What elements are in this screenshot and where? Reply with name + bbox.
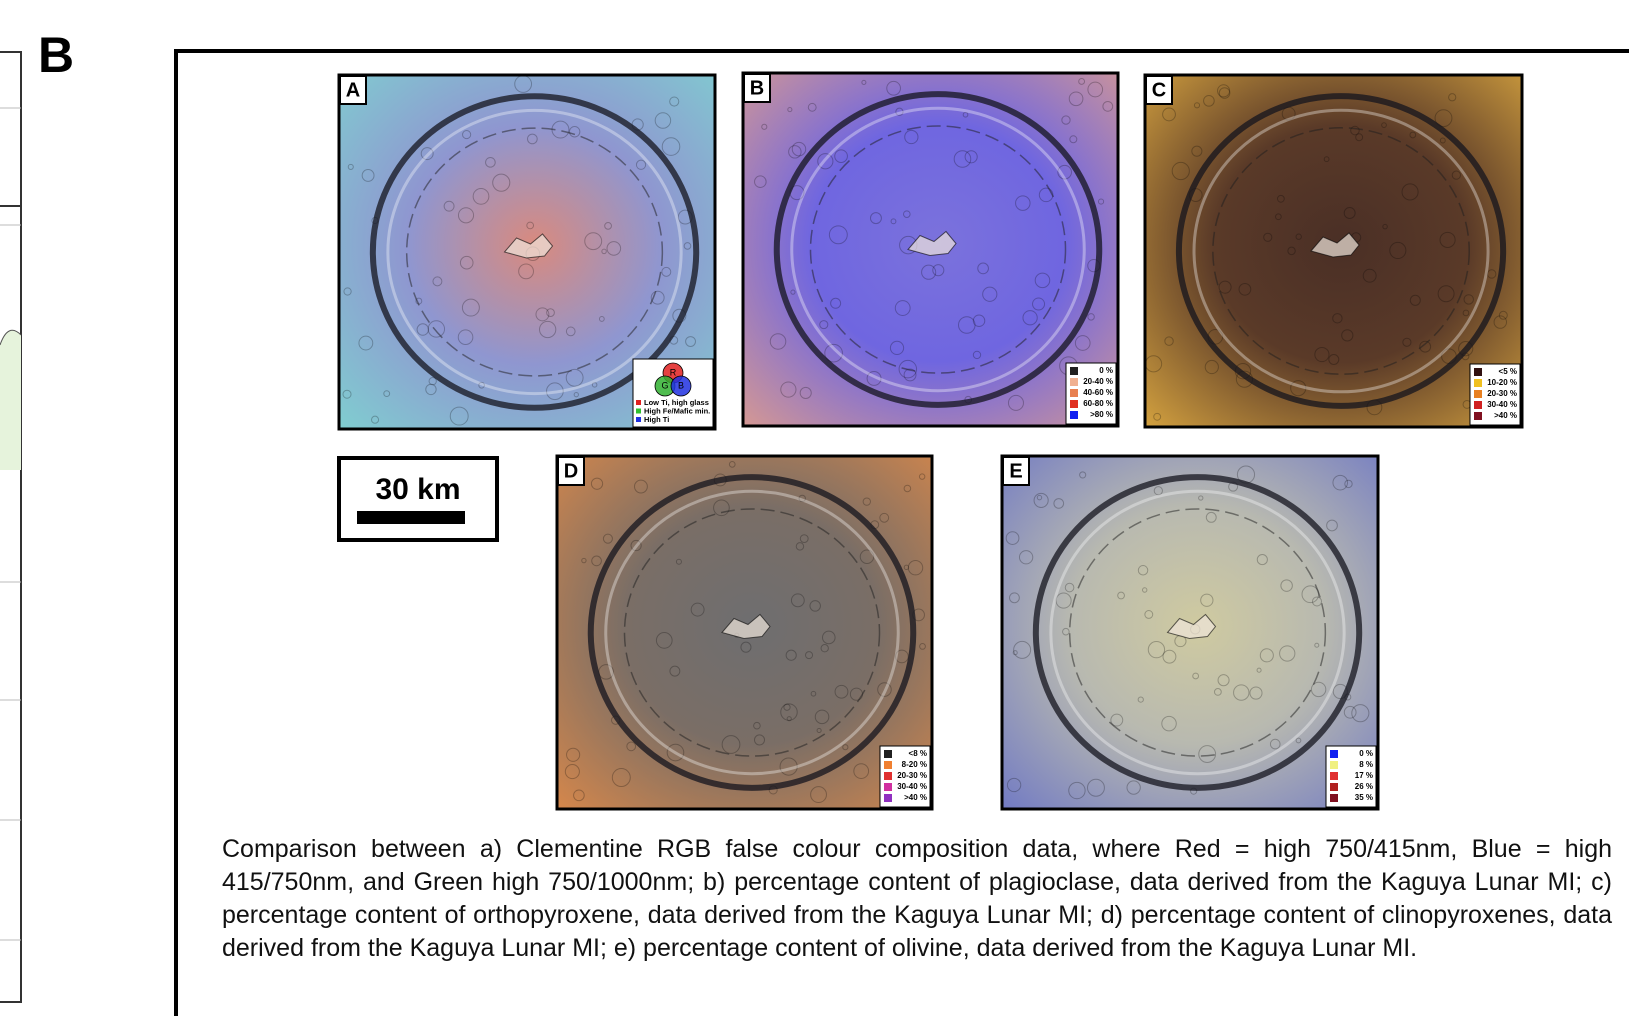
legend-label: >40 %	[1494, 411, 1517, 420]
legend-swatch	[884, 794, 892, 802]
legend-label: 30-40 %	[1487, 400, 1517, 409]
map-panel: B 0 % 20-40 % 40-60 % 60-80 % >80 %	[743, 73, 1118, 426]
legend-swatch	[1330, 783, 1338, 791]
legend-swatch	[1070, 378, 1078, 386]
page: B 30 km ARGBLow Ti, high glassHigh Fe/Ma…	[0, 0, 1629, 1016]
legend-label: 26 %	[1355, 782, 1373, 791]
legend-swatch	[1330, 772, 1338, 780]
legend-swatch	[1330, 794, 1338, 802]
legend-swatch	[884, 783, 892, 791]
legend-label: <5 %	[1499, 367, 1517, 376]
map-label: E	[1009, 460, 1022, 482]
legend-label: 20-30 %	[1487, 389, 1517, 398]
legend-swatch	[1474, 401, 1482, 409]
legend-swatch	[1330, 750, 1338, 758]
legend-label: >40 %	[904, 793, 927, 802]
legend-label: 0 %	[1359, 749, 1373, 758]
legend-swatch	[1474, 368, 1482, 376]
legend-swatch	[884, 761, 892, 769]
map-panel: C <5 % 10-20 % 20-30 % 30-40 % >40 %	[1145, 75, 1522, 427]
legend-label: <8 %	[909, 749, 927, 758]
legend-label: 17 %	[1355, 771, 1373, 780]
legend-label: 20-40 %	[1083, 377, 1113, 386]
legend-label: High Ti	[644, 415, 669, 424]
map-panel: ARGBLow Ti, high glassHigh Fe/Mafic min.…	[339, 75, 715, 429]
caption: Comparison between a) Clementine RGB fal…	[222, 833, 1612, 965]
partial-panel	[0, 52, 21, 1002]
rgb-letter: R	[670, 367, 677, 377]
legend-swatch	[1474, 390, 1482, 398]
map-panel: D <8 % 8-20 % 20-30 % 30-40 % >40 %	[557, 456, 932, 809]
map-label: B	[750, 77, 764, 99]
legend-swatch	[636, 400, 641, 405]
panel-label: B	[38, 27, 74, 83]
legend-label: 40-60 %	[1083, 388, 1113, 397]
legend-swatch	[1070, 389, 1078, 397]
scale-bar-label: 30 km	[375, 473, 460, 506]
legend-label: 8-20 %	[902, 760, 927, 769]
legend-label: 0 %	[1099, 366, 1113, 375]
scale-bar: 30 km	[339, 458, 497, 540]
legend-swatch	[884, 750, 892, 758]
legend-swatch	[636, 417, 641, 422]
map-grid: ARGBLow Ti, high glassHigh Fe/Mafic min.…	[339, 73, 1522, 809]
legend-swatch	[1070, 367, 1078, 375]
legend-swatch	[636, 409, 641, 414]
legend-label: 30-40 %	[897, 782, 927, 791]
rgb-letter: B	[678, 380, 684, 390]
legend-swatch	[1474, 412, 1482, 420]
map-panel: E 0 % 8 % 17 % 26 % 35 %	[1002, 456, 1378, 809]
legend-label: 60-80 %	[1083, 399, 1113, 408]
legend-label: 35 %	[1355, 793, 1373, 802]
legend-label: 10-20 %	[1487, 378, 1517, 387]
map-label: D	[564, 460, 578, 482]
legend-label: 8 %	[1359, 760, 1373, 769]
legend-swatch	[1070, 411, 1078, 419]
legend-swatch	[1474, 379, 1482, 387]
map-label: A	[346, 79, 360, 101]
legend-swatch	[1330, 761, 1338, 769]
legend-label: 20-30 %	[897, 771, 927, 780]
legend-swatch	[1070, 400, 1078, 408]
legend-swatch	[884, 772, 892, 780]
map-label: C	[1152, 79, 1166, 101]
rgb-letter: G	[661, 380, 668, 390]
legend-label: >80 %	[1090, 410, 1113, 419]
